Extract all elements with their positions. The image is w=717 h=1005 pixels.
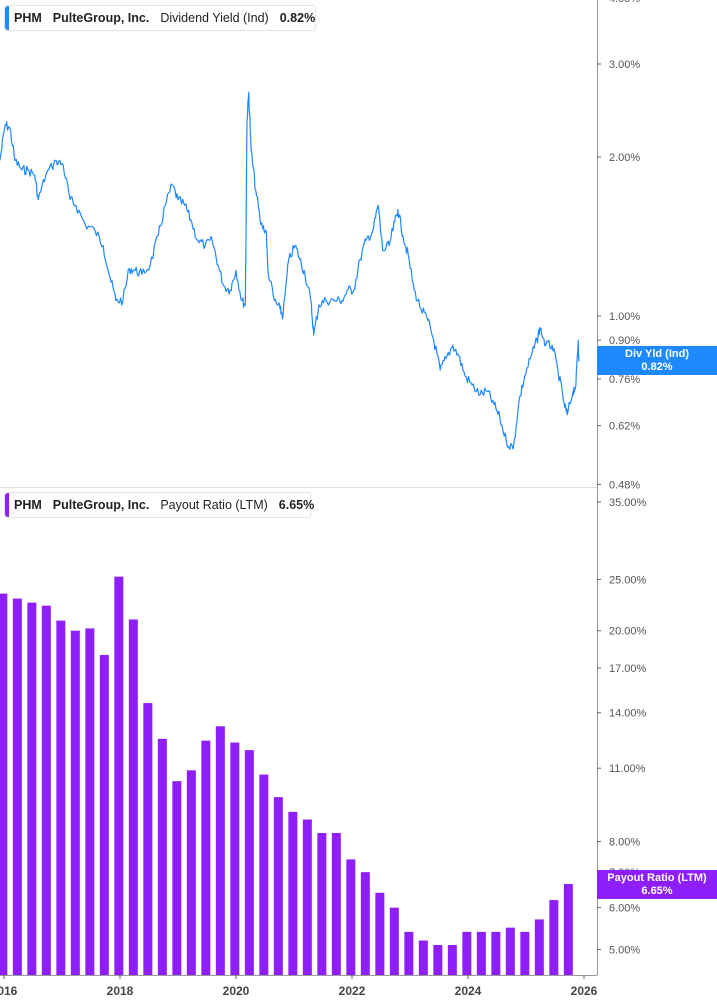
tag-label: Div Yld (Ind)	[625, 347, 689, 360]
payout-bar	[418, 940, 428, 975]
payout-axis-tick-label: 6.00%	[609, 903, 640, 915]
x-tick-label: 2016	[0, 984, 18, 998]
payout-bar	[462, 931, 472, 975]
payout-axis-tick-label: 5.00%	[609, 945, 640, 957]
payout-bar	[288, 811, 298, 975]
legend-value: 6.65%	[278, 498, 315, 512]
legend-metric: Dividend Yield (Ind)	[160, 11, 269, 25]
payout-bar	[128, 619, 138, 975]
payout-bar	[12, 598, 22, 975]
payout-bar	[56, 620, 66, 975]
yield-axis-tick-label: 0.48%	[609, 479, 640, 491]
tag-label: Payout Ratio (LTM)	[607, 871, 707, 884]
payout-bar	[346, 859, 356, 975]
legend-metric: Payout Ratio (LTM)	[160, 498, 268, 512]
series-color-marker	[5, 493, 9, 517]
dividend-yield-legend[interactable]: PHM PulteGroup, Inc. Dividend Yield (Ind…	[4, 5, 316, 31]
yield-axis-tick-label: 4.00%	[609, 0, 640, 5]
payout-bar	[331, 832, 341, 975]
yield-axis-tick-label: 2.00%	[609, 152, 640, 164]
legend-value: 0.82%	[279, 11, 316, 25]
payout-bar	[273, 797, 283, 975]
legend-company: PulteGroup, Inc.	[52, 11, 150, 25]
div-yield-current-tag: Div Yld (Ind) 0.82%	[597, 346, 717, 375]
payout-axis-tick-label: 17.00%	[609, 663, 647, 675]
x-tick-label: 2026	[571, 984, 598, 998]
legend-company: PulteGroup, Inc.	[52, 498, 150, 512]
payout-bar	[114, 576, 124, 975]
payout-bar	[85, 628, 95, 975]
payout-bar	[215, 726, 225, 975]
payout-bar	[534, 919, 544, 975]
payout-bar	[491, 931, 501, 975]
payout-bar	[360, 872, 370, 975]
payout-bar	[447, 945, 457, 975]
payout-axis-tick-label: 35.00%	[609, 497, 647, 509]
yield-axis-tick-label: 0.62%	[609, 421, 640, 433]
payout-bar	[259, 774, 269, 975]
payout-bar	[563, 883, 573, 975]
payout-axis-tick-label: 8.00%	[609, 836, 640, 848]
payout-bar	[0, 593, 8, 975]
payout-bar	[317, 832, 327, 975]
payout-bar	[143, 703, 153, 975]
yield-axis-tick-label: 3.00%	[609, 59, 640, 71]
series-color-marker	[5, 6, 9, 30]
x-tick-label: 2022	[339, 984, 366, 998]
payout-bar	[244, 750, 254, 975]
payout-bar	[302, 819, 312, 975]
payout-ratio-current-tag: Payout Ratio (LTM) 6.65%	[597, 870, 717, 899]
yield-axis-tick-label: 0.90%	[609, 335, 640, 347]
payout-bar	[186, 770, 196, 975]
tag-value: 0.82%	[641, 360, 673, 373]
dividend-yield-line	[0, 91, 580, 450]
payout-bar	[230, 742, 240, 975]
payout-bar	[549, 900, 559, 975]
payout-bar	[433, 945, 443, 975]
tag-value: 6.65%	[641, 884, 673, 897]
payout-bar	[70, 630, 80, 975]
payout-bar	[505, 927, 515, 975]
payout-axis-tick-label: 14.00%	[609, 708, 647, 720]
legend-ticker: PHM	[14, 11, 42, 25]
x-tick-label: 2024	[455, 984, 482, 998]
payout-bar	[27, 602, 37, 975]
payout-bar	[404, 931, 414, 975]
yield-axis-tick-label: 1.00%	[609, 311, 640, 323]
payout-ratio-legend[interactable]: PHM PulteGroup, Inc. Payout Ratio (LTM) …	[4, 492, 315, 518]
payout-bar	[172, 781, 182, 975]
payout-bar	[520, 931, 530, 975]
legend-ticker: PHM	[14, 498, 42, 512]
payout-bar	[389, 907, 399, 975]
payout-bar	[99, 654, 109, 975]
payout-axis-tick-label: 11.00%	[609, 763, 646, 775]
payout-bar	[375, 892, 385, 975]
x-tick-label: 2018	[107, 984, 134, 998]
payout-axis-tick-label: 20.00%	[609, 626, 647, 638]
payout-bar	[201, 740, 211, 975]
payout-axis-tick-label: 25.00%	[609, 574, 647, 586]
payout-bar	[41, 605, 51, 975]
payout-bar	[157, 738, 167, 975]
payout-bar	[476, 931, 486, 975]
x-tick-label: 2020	[223, 984, 250, 998]
yield-axis-tick-label: 0.76%	[609, 374, 640, 386]
